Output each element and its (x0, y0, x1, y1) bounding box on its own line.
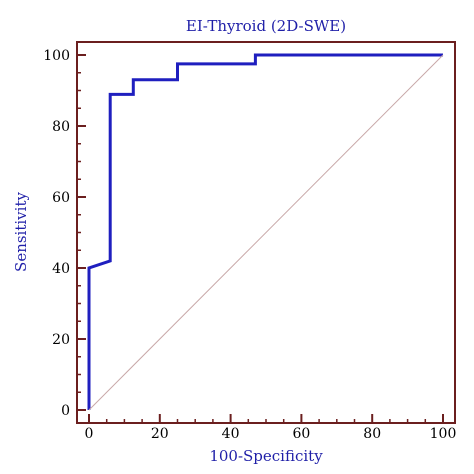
y-tick-label: 80 (52, 119, 70, 135)
x-axis-label: 100-Specificity (209, 447, 323, 465)
x-tick-label: 0 (85, 426, 94, 442)
x-tick-label: 40 (222, 426, 240, 442)
y-axis-label: Sensitivity (12, 192, 30, 272)
y-tick-label: 0 (61, 403, 70, 419)
y-tick-label: 100 (43, 48, 70, 64)
plot-area: 0 20 40 60 80 100 0 20 40 60 80 100 (43, 41, 457, 442)
reference-diagonal-line (88, 54, 444, 411)
x-tick-label: 60 (292, 426, 310, 442)
roc-curve-line (87, 53, 443, 410)
y-tick-label: 40 (52, 261, 70, 277)
chart-title: EI-Thyroid (2D-SWE) (186, 17, 346, 35)
x-tick-label: 20 (151, 426, 169, 442)
y-tick-label: 60 (52, 190, 70, 206)
x-tick-label: 80 (363, 426, 381, 442)
y-tick-label: 20 (52, 332, 70, 348)
x-tick-label: 100 (430, 426, 457, 442)
